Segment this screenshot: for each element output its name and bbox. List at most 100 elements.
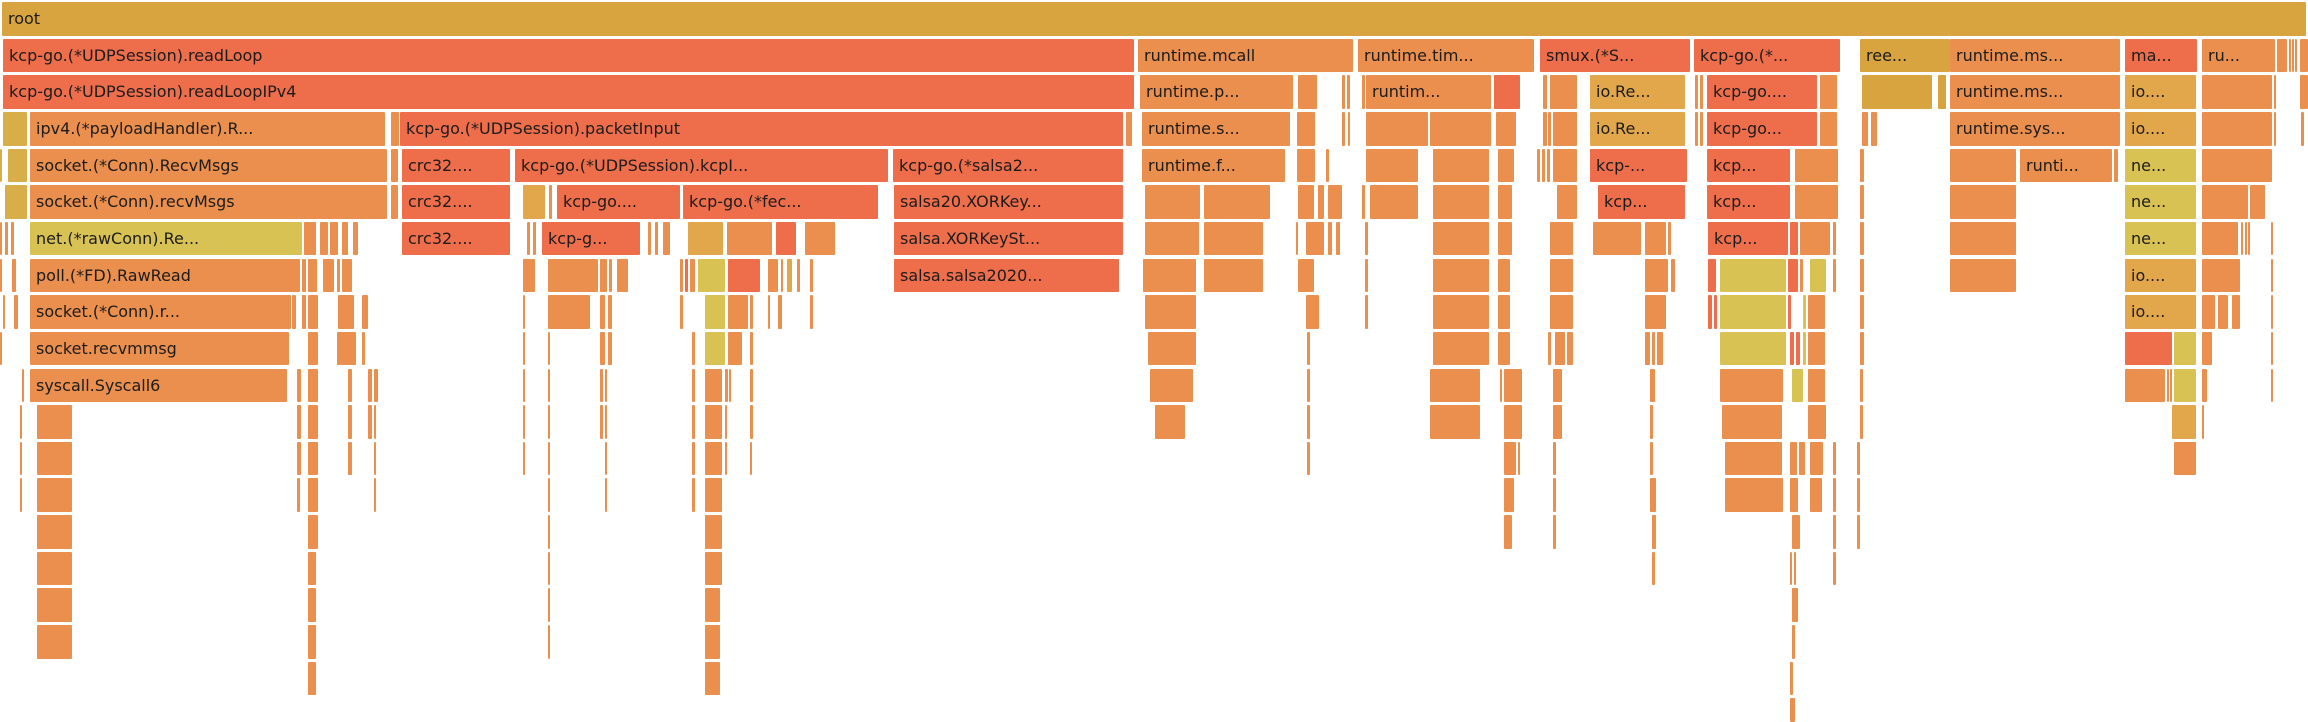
flame-frame[interactable]: runtime.s... [1142,111,1290,146]
flame-frame-unlabeled[interactable] [1362,75,1365,109]
flame-frame-unlabeled[interactable] [1871,111,1877,146]
flame-frame-unlabeled[interactable] [1792,588,1798,622]
flame-frame-unlabeled[interactable] [1796,331,1800,366]
flame-frame-unlabeled[interactable] [1720,295,1786,329]
flame-frame-unlabeled[interactable] [1810,441,1823,476]
flame-frame-unlabeled[interactable] [2301,111,2304,146]
flame-frame-unlabeled[interactable] [1708,295,1712,329]
flame-frame-unlabeled[interactable] [1318,185,1324,219]
flame-frame-unlabeled[interactable] [608,295,612,329]
flame-frame-unlabeled[interactable] [1328,185,1342,219]
flame-frame-unlabeled[interactable] [1794,551,1796,586]
flame-frame-unlabeled[interactable] [685,258,688,293]
flame-frame[interactable]: kcp... [1598,185,1685,219]
flame-frame-unlabeled[interactable] [37,588,72,622]
flame-frame-unlabeled[interactable] [548,258,598,293]
flame-frame[interactable]: io.... [2125,111,2196,146]
flame-frame-unlabeled[interactable] [1498,148,1514,183]
flame-frame-unlabeled[interactable] [1204,185,1270,219]
flame-frame-unlabeled[interactable] [1433,185,1489,219]
flame-frame[interactable]: io.Re... [1590,75,1685,109]
flame-frame-unlabeled[interactable] [1792,625,1795,659]
flame-frame-unlabeled[interactable] [605,405,607,439]
flame-frame-unlabeled[interactable] [1700,111,1703,146]
flame-frame-unlabeled[interactable] [2271,295,2273,329]
flame-frame-unlabeled[interactable] [368,368,372,403]
flame-frame-unlabeled[interactable] [362,331,365,366]
flame-frame-unlabeled[interactable] [2172,405,2196,439]
flame-frame-unlabeled[interactable] [1862,75,1932,109]
flame-frame-unlabeled[interactable] [323,258,334,293]
flame-frame-unlabeled[interactable] [1567,331,1573,366]
flame-frame-unlabeled[interactable] [1860,258,1864,293]
flame-frame-unlabeled[interactable] [698,258,725,293]
flame-frame-unlabeled[interactable] [2300,75,2308,109]
flame-frame[interactable]: kcp-... [1590,148,1687,183]
flame-frame[interactable]: runtime.tim... [1358,38,1534,73]
flame-frame-unlabeled[interactable] [1204,258,1263,293]
flame-frame-unlabeled[interactable] [692,331,695,366]
flame-frame[interactable]: socket.(*Conn).r... [30,295,291,329]
flame-frame-unlabeled[interactable] [548,625,550,659]
flame-frame-unlabeled[interactable] [600,258,607,293]
flame-frame-unlabeled[interactable] [37,478,72,513]
flame-frame-unlabeled[interactable] [1504,405,1522,439]
flame-frame-unlabeled[interactable] [1143,258,1196,293]
flame-frame-unlabeled[interactable] [548,331,550,366]
flame-frame-unlabeled[interactable] [1950,258,2016,293]
flame-frame[interactable]: kcp... [1708,221,1788,256]
flame-frame-unlabeled[interactable] [533,221,536,256]
flame-frame-unlabeled[interactable] [1808,405,1826,439]
flame-frame-unlabeled[interactable] [3,295,5,329]
flame-frame-unlabeled[interactable] [297,441,301,476]
flame-frame-unlabeled[interactable] [1950,221,2016,256]
flame-frame-unlabeled[interactable] [725,441,727,476]
flame-frame-unlabeled[interactable] [1433,295,1489,329]
flame-frame-unlabeled[interactable] [705,295,725,329]
flame-frame-unlabeled[interactable] [810,258,813,293]
flame-frame[interactable]: ipv4.(*payloadHandler).R... [30,111,385,146]
flame-frame-unlabeled[interactable] [1695,111,1698,146]
flame-frame-unlabeled[interactable] [797,258,800,293]
flame-frame-unlabeled[interactable] [2232,295,2240,329]
flame-frame-unlabeled[interactable] [1860,405,1863,439]
flame-frame-unlabeled[interactable] [728,331,742,366]
flame-frame-unlabeled[interactable] [688,221,723,256]
flame-frame[interactable]: crc32.... [402,221,510,256]
flame-frame-unlabeled[interactable] [750,368,753,403]
flame-frame-unlabeled[interactable] [1500,368,1502,403]
flame-frame-unlabeled[interactable] [705,515,722,549]
flame-frame-unlabeled[interactable] [1857,441,1860,476]
flame-frame-unlabeled[interactable] [2295,38,2297,73]
flame-frame-unlabeled[interactable] [523,295,525,329]
flame-frame-unlabeled[interactable] [308,295,318,329]
flame-frame[interactable]: kcp-go.(*... [1694,38,1840,73]
flame-frame[interactable]: kcp-go.(*UDPSession).readLoopIPv4 [3,75,1134,109]
flame-frame-unlabeled[interactable] [548,551,550,586]
flame-frame-unlabeled[interactable] [297,405,301,439]
flame-frame-unlabeled[interactable] [1366,148,1418,183]
flame-frame-unlabeled[interactable] [302,295,306,329]
flame-frame-unlabeled[interactable] [692,441,695,476]
flame-frame[interactable]: ne... [2125,148,2196,183]
flame-frame-unlabeled[interactable] [20,441,22,476]
flame-frame-unlabeled[interactable] [2174,368,2196,403]
flame-frame-unlabeled[interactable] [391,111,399,146]
flame-frame-unlabeled[interactable] [750,295,753,329]
flame-frame-unlabeled[interactable] [705,588,720,622]
flame-frame-unlabeled[interactable] [11,221,14,256]
flame-frame-unlabeled[interactable] [391,185,398,219]
flame-frame-unlabeled[interactable] [2218,295,2228,329]
flame-frame-unlabeled[interactable] [348,441,352,476]
flame-frame-unlabeled[interactable] [705,368,722,403]
flame-frame-unlabeled[interactable] [1593,221,1641,256]
flame-frame-unlabeled[interactable] [2174,331,2196,366]
flame-frame-unlabeled[interactable] [1365,295,1368,329]
flame-frame[interactable]: runtime.ms... [1950,75,2120,109]
flame-frame-unlabeled[interactable] [2300,38,2308,73]
flame-frame-unlabeled[interactable] [1430,111,1491,146]
flame-frame-unlabeled[interactable] [1307,331,1310,366]
flame-frame-unlabeled[interactable] [1795,148,1838,183]
flame-frame-unlabeled[interactable] [778,295,782,329]
flame-frame-unlabeled[interactable] [705,661,720,696]
